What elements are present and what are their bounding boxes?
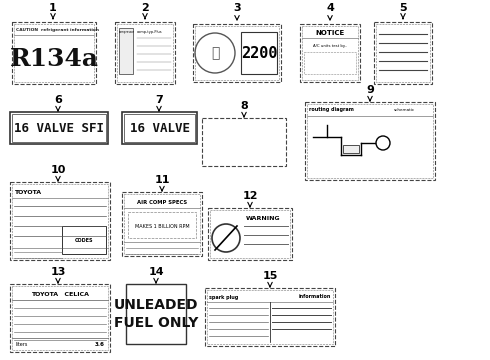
Text: 10: 10: [50, 165, 66, 181]
Text: 8: 8: [240, 101, 248, 117]
Text: 2200: 2200: [241, 45, 277, 60]
Bar: [126, 284, 186, 344]
Bar: [241, 32, 277, 74]
Bar: [193, 24, 281, 82]
Text: liters: liters: [15, 342, 27, 346]
Bar: [207, 290, 333, 344]
Bar: [12, 22, 96, 84]
Bar: [208, 208, 292, 260]
Bar: [115, 22, 175, 84]
Text: spark plug: spark plug: [209, 294, 244, 300]
Text: TOYOTA   CELICA: TOYOTA CELICA: [31, 292, 89, 297]
Bar: [12, 184, 108, 258]
Bar: [10, 182, 110, 260]
Text: 3.6: 3.6: [95, 342, 105, 346]
Text: 9: 9: [366, 85, 374, 101]
Bar: [374, 22, 432, 84]
Text: 3: 3: [233, 3, 241, 20]
Bar: [376, 24, 430, 82]
Bar: [10, 284, 110, 352]
Bar: [210, 210, 290, 258]
Text: routing diagram: routing diagram: [309, 108, 357, 112]
Bar: [122, 112, 197, 144]
Bar: [128, 212, 196, 238]
Bar: [14, 24, 94, 82]
Text: 1: 1: [49, 3, 57, 19]
Bar: [305, 102, 435, 180]
Text: 4: 4: [326, 3, 334, 20]
Bar: [307, 104, 433, 178]
Text: 11: 11: [154, 175, 170, 191]
Bar: [117, 24, 173, 82]
Text: 5: 5: [399, 3, 407, 19]
Text: R134a: R134a: [9, 47, 98, 71]
Bar: [12, 114, 106, 142]
Text: comp-typ-Plus: comp-typ-Plus: [137, 30, 163, 34]
Text: compressor: compressor: [119, 30, 135, 34]
Text: 6: 6: [54, 95, 62, 111]
Text: Ⓣ: Ⓣ: [211, 46, 219, 60]
Bar: [304, 52, 356, 74]
Bar: [205, 288, 335, 346]
Text: CAUTION  refrigerant information: CAUTION refrigerant information: [16, 28, 99, 32]
Bar: [124, 114, 195, 142]
Text: 12: 12: [242, 191, 258, 207]
Bar: [124, 194, 200, 254]
Bar: [302, 26, 358, 80]
Bar: [202, 118, 286, 166]
Text: information: information: [298, 294, 331, 300]
Text: 7: 7: [155, 95, 163, 111]
Bar: [62, 226, 106, 254]
Bar: [119, 28, 133, 74]
Text: 14: 14: [148, 267, 164, 283]
Text: 15: 15: [262, 271, 278, 287]
Text: CODES: CODES: [75, 238, 93, 243]
Bar: [10, 112, 108, 144]
Text: 16 VALVE SFI: 16 VALVE SFI: [14, 122, 104, 135]
Text: MAKES 1 BILLION RPM: MAKES 1 BILLION RPM: [135, 224, 189, 229]
Bar: [195, 26, 279, 80]
Text: A/C units test by..: A/C units test by..: [313, 44, 347, 48]
Bar: [122, 192, 202, 256]
Text: 2: 2: [141, 3, 149, 19]
Text: 16 VALVE: 16 VALVE: [129, 122, 190, 135]
Text: schematic: schematic: [394, 108, 415, 112]
Text: AIR COMP SPECS: AIR COMP SPECS: [137, 199, 187, 204]
Bar: [300, 24, 360, 82]
Text: 13: 13: [50, 267, 66, 283]
Text: WARNING: WARNING: [246, 216, 281, 220]
Text: NOTICE: NOTICE: [316, 30, 344, 36]
Text: UNLEADED
FUEL ONLY: UNLEADED FUEL ONLY: [114, 298, 198, 330]
Bar: [12, 286, 108, 350]
Bar: [343, 145, 359, 153]
Text: TOYOTA: TOYOTA: [14, 189, 41, 194]
